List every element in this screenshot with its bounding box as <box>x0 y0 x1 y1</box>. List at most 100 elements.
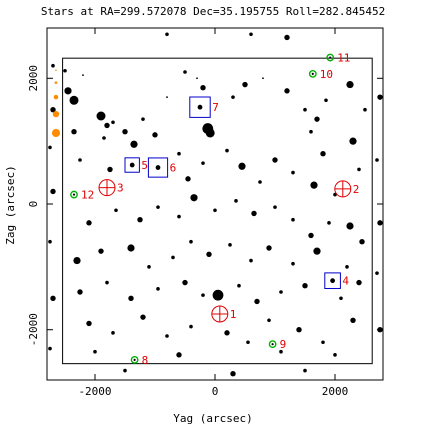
x-axis-label: Yag (arcsec) <box>173 412 252 425</box>
magnitude-legend-point <box>54 81 58 85</box>
star-point <box>284 34 290 41</box>
star-point <box>279 349 283 354</box>
star-point <box>313 247 321 255</box>
star-point <box>98 248 104 254</box>
star-point <box>363 107 367 112</box>
star-point <box>176 352 182 358</box>
star-point <box>314 116 320 122</box>
star-point <box>296 327 302 333</box>
star-point <box>237 283 241 288</box>
star-point <box>357 167 361 172</box>
star-point <box>242 81 248 88</box>
acq-star-point <box>129 162 135 168</box>
star-point <box>156 287 160 291</box>
star-point <box>251 210 257 217</box>
stars-group <box>48 32 383 377</box>
star-point <box>177 151 181 156</box>
star-point <box>196 77 198 80</box>
fid-light-center <box>72 193 76 196</box>
chart-title: Stars at RA=299.572078 Dec=35.195755 Rol… <box>40 5 386 18</box>
star-point <box>345 265 349 269</box>
star-point <box>309 129 313 134</box>
y-axis-label: Zag (arcsec) <box>4 165 17 244</box>
star-point <box>346 222 354 230</box>
star-point <box>377 220 383 226</box>
star-point <box>224 330 230 336</box>
star-point <box>102 136 106 140</box>
star-point <box>273 205 277 209</box>
star-point <box>205 128 215 138</box>
acq-star-point <box>197 104 203 110</box>
star-point <box>201 161 205 165</box>
star-point <box>238 162 246 170</box>
magnitude-legend-point <box>53 94 59 100</box>
star-point <box>291 261 295 266</box>
fid-light-center <box>329 56 332 59</box>
star-point <box>279 290 283 294</box>
star-point <box>350 317 356 323</box>
star-point <box>111 120 115 125</box>
star-point <box>152 132 158 138</box>
star-point <box>73 256 81 265</box>
x-tick-label: 0 <box>212 385 219 398</box>
star-point <box>50 295 56 301</box>
star-point <box>82 74 84 77</box>
star-point <box>171 255 175 260</box>
star-point <box>71 129 77 135</box>
star-point <box>107 166 113 173</box>
star-point <box>104 122 110 129</box>
fid-light-marker <box>70 190 78 199</box>
star-point <box>212 289 224 301</box>
fid-light-center <box>311 72 314 75</box>
star-point <box>310 181 318 189</box>
star-point <box>48 346 52 351</box>
acq-star-box <box>324 272 341 289</box>
fid-light-marker <box>130 355 139 364</box>
acq-star-id: 5 <box>141 159 148 172</box>
star-point <box>213 208 217 213</box>
star-point <box>349 137 357 145</box>
star-point <box>206 251 212 257</box>
fid-light-center <box>271 343 274 346</box>
star-point <box>177 214 181 219</box>
star-point <box>266 245 272 251</box>
fid-light-marker <box>268 340 277 349</box>
star-point <box>111 331 115 335</box>
x-tick-label: 2000 <box>322 385 349 398</box>
guide-star-id: 3 <box>117 182 124 195</box>
star-point <box>359 239 365 245</box>
magnitude-legend-point <box>52 110 60 118</box>
star-point <box>147 265 151 269</box>
star-point <box>78 158 82 162</box>
x-tick-label: -2000 <box>78 385 111 398</box>
star-point <box>185 176 191 182</box>
star-point <box>182 279 188 286</box>
star-point <box>50 107 56 113</box>
acq-star-point <box>330 278 335 284</box>
star-point <box>375 271 379 275</box>
star-point <box>69 95 79 105</box>
acq-star-box <box>189 96 211 118</box>
magnitude-legend-point <box>55 69 57 71</box>
star-point <box>346 80 354 89</box>
star-point <box>324 98 328 103</box>
star-point <box>333 353 337 357</box>
acq-star-box <box>147 157 169 178</box>
fid-light-center <box>133 358 136 361</box>
acq-star-id: 7 <box>212 101 219 114</box>
star-point <box>225 148 229 153</box>
y-tick-label: 2000 <box>27 65 40 92</box>
fid-light-id: 8 <box>142 354 149 367</box>
star-point <box>320 151 326 157</box>
fid-light-id: 9 <box>280 338 287 351</box>
star-point <box>234 199 238 203</box>
star-point <box>93 349 97 354</box>
star-point <box>272 157 278 163</box>
star-point <box>48 145 52 150</box>
star-point <box>249 32 253 37</box>
star-point <box>228 243 232 247</box>
star-point <box>375 158 379 162</box>
star-point <box>356 279 362 286</box>
star-point <box>258 180 262 184</box>
star-point <box>63 68 67 73</box>
